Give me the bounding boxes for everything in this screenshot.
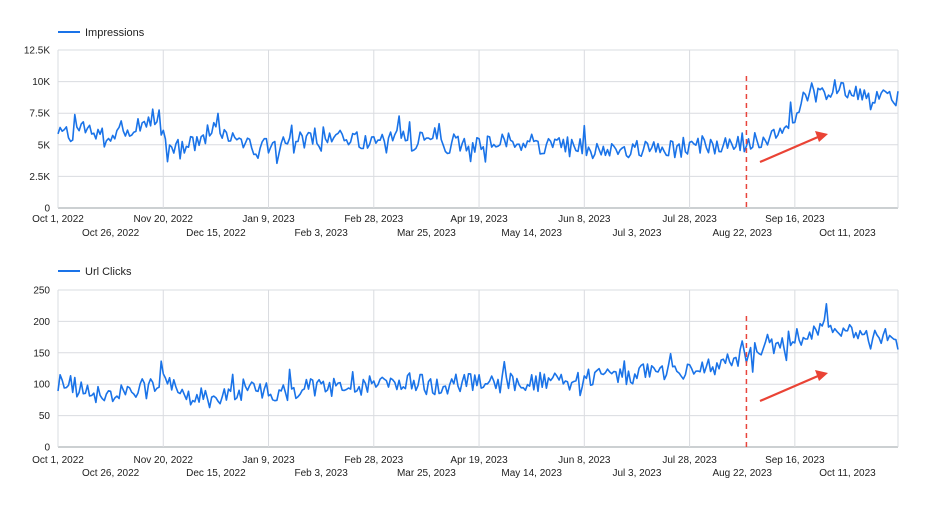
impressions-chart: Impressions 0 2.5K 5K 7.5K 10K 12.5K Oct 1, 202… bbox=[24, 27, 899, 239]
y-tick-label: 50 bbox=[39, 411, 51, 422]
y-tick-label: 12.5K bbox=[24, 46, 50, 57]
arrow-head bbox=[815, 131, 828, 142]
legend-label: Url Clicks bbox=[85, 266, 132, 278]
x-tick-label: Jan 9, 2023 bbox=[242, 455, 295, 466]
x-tick-label: Oct 26, 2022 bbox=[82, 468, 140, 479]
x-tick-label: Nov 20, 2022 bbox=[134, 455, 194, 466]
y-tick-label: 5K bbox=[38, 140, 51, 151]
x-tick-label: Oct 11, 2023 bbox=[819, 468, 876, 479]
series-line[interactable] bbox=[57, 302, 899, 409]
x-tick-label: Feb 28, 2023 bbox=[344, 214, 403, 225]
x-tick-label: Jul 3, 2023 bbox=[612, 228, 661, 239]
x-tick-label: May 14, 2023 bbox=[501, 468, 562, 479]
y-tick-label: 10K bbox=[32, 77, 50, 88]
x-tick-label: Oct 11, 2023 bbox=[819, 228, 876, 239]
x-tick-label: Dec 15, 2022 bbox=[186, 468, 246, 479]
y-tick-label: 200 bbox=[33, 317, 50, 328]
x-tick-label: Feb 28, 2023 bbox=[344, 455, 403, 466]
x-tick-label: Jun 8, 2023 bbox=[558, 214, 611, 225]
x-tick-label: Dec 15, 2022 bbox=[186, 228, 246, 239]
x-tick-label: Jan 9, 2023 bbox=[242, 214, 295, 225]
y-tick-label: 0 bbox=[44, 204, 50, 215]
x-tick-label: Oct 1, 2022 bbox=[32, 455, 84, 466]
url-clicks-chart: Url Clicks 0 50 100 150 200 250 Oct 1, 2022 Oct … bbox=[32, 266, 899, 479]
x-tick-label: Feb 3, 2023 bbox=[294, 468, 348, 479]
trend-arrow bbox=[759, 131, 828, 164]
x-tick-label: Jun 8, 2023 bbox=[558, 455, 611, 466]
series-line[interactable] bbox=[57, 79, 899, 165]
y-tick-label: 150 bbox=[33, 348, 50, 359]
trend-arrow bbox=[759, 370, 828, 403]
arrow-shaft bbox=[759, 374, 819, 403]
x-tick-label: Oct 26, 2022 bbox=[82, 228, 140, 239]
x-tick-label: Apr 19, 2023 bbox=[450, 455, 508, 466]
x-tick-label: Jul 3, 2023 bbox=[612, 468, 661, 479]
arrow-shaft bbox=[759, 135, 819, 164]
y-tick-label: 7.5K bbox=[29, 109, 50, 120]
x-tick-label: Apr 19, 2023 bbox=[450, 214, 508, 225]
legend[interactable]: Url Clicks bbox=[58, 266, 132, 278]
x-tick-label: Oct 1, 2022 bbox=[32, 214, 84, 225]
legend-label: Impressions bbox=[85, 27, 145, 39]
x-tick-label: Aug 22, 2023 bbox=[712, 228, 772, 239]
arrow-head bbox=[815, 370, 828, 381]
y-tick-label: 250 bbox=[33, 286, 50, 297]
x-tick-label: Jul 28, 2023 bbox=[662, 455, 717, 466]
y-tick-label: 100 bbox=[33, 380, 50, 391]
x-tick-label: Nov 20, 2022 bbox=[134, 214, 194, 225]
x-tick-label: Mar 25, 2023 bbox=[397, 468, 456, 479]
y-tick-label: 0 bbox=[44, 443, 50, 454]
x-tick-label: Mar 25, 2023 bbox=[397, 228, 456, 239]
x-tick-label: Jul 28, 2023 bbox=[662, 214, 717, 225]
x-tick-label: Sep 16, 2023 bbox=[765, 214, 825, 225]
y-tick-label: 2.5K bbox=[29, 172, 50, 183]
x-tick-label: Feb 3, 2023 bbox=[294, 228, 348, 239]
legend[interactable]: Impressions bbox=[58, 27, 145, 39]
x-tick-label: Sep 16, 2023 bbox=[765, 455, 825, 466]
x-tick-label: Aug 22, 2023 bbox=[712, 468, 772, 479]
x-tick-label: May 14, 2023 bbox=[501, 228, 562, 239]
